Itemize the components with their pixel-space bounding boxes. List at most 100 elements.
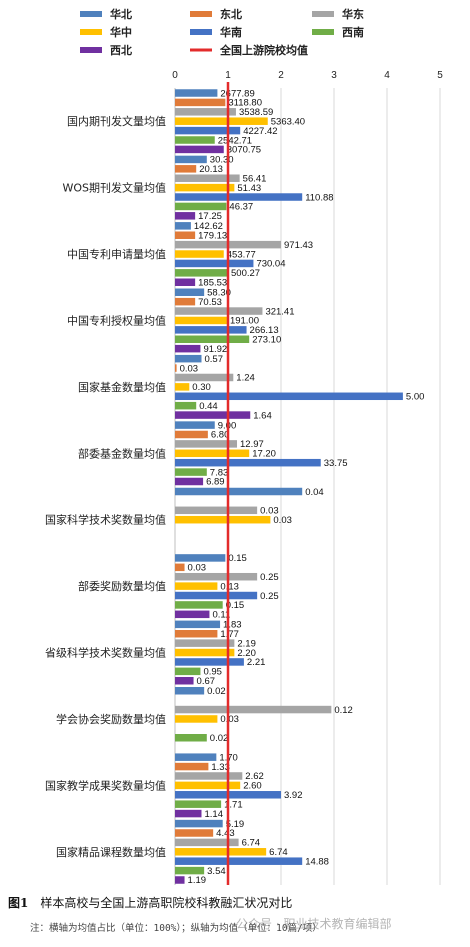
data-label: 91.92	[203, 344, 227, 355]
data-label: 0.03	[273, 515, 292, 526]
bar-西北	[175, 145, 224, 154]
data-label: 0.12	[334, 705, 353, 716]
bar-华中	[175, 117, 268, 125]
category-label: 学会协会奖励数量均值	[56, 712, 166, 726]
bar-西北	[175, 876, 185, 884]
bar-华南	[175, 458, 321, 467]
data-label: 1.71	[224, 799, 243, 810]
bar-东北	[175, 98, 226, 107]
x-tick-label: 5	[437, 70, 443, 81]
data-label: 0.03	[188, 563, 207, 574]
data-label: 5363.40	[271, 116, 305, 127]
x-tick-label: 0	[172, 70, 178, 81]
bar-华中	[175, 515, 271, 524]
bar-东北	[175, 629, 218, 638]
bar-华东	[175, 373, 234, 382]
category-label: 省级科学技术奖数量均值	[45, 646, 166, 660]
bar-西北	[175, 344, 201, 353]
bar-华中	[175, 848, 267, 856]
bar-华东	[175, 639, 235, 647]
legend-label-3: 华中	[110, 25, 132, 39]
data-label: 0.02	[210, 733, 229, 744]
bar-东北	[175, 231, 196, 239]
bar-华北	[175, 620, 221, 629]
data-label: 1.83	[223, 620, 242, 631]
data-label: 3.92	[284, 790, 303, 801]
data-label: 51.43	[237, 183, 261, 194]
x-tick-label: 4	[384, 70, 390, 81]
data-label: 20.13	[199, 164, 223, 175]
bar-华东	[175, 772, 243, 780]
bar-东北	[175, 297, 196, 306]
data-label: 33.75	[324, 458, 348, 469]
data-label: 2.20	[237, 648, 256, 659]
data-label: 453.77	[227, 249, 256, 260]
data-label: 110.88	[305, 192, 333, 203]
legend-swatch-2	[312, 11, 334, 17]
category-label: 国家科学技术奖数量均值	[45, 513, 166, 527]
data-label: 2.19	[237, 638, 256, 649]
bar-西北	[175, 610, 210, 619]
data-label: 0.30	[192, 382, 211, 393]
data-label: 2.21	[247, 657, 266, 668]
category-label: 中国专利申请量均值	[67, 247, 166, 261]
bar-华北	[175, 421, 215, 429]
bar-华中	[175, 582, 218, 590]
bar-华北	[175, 819, 223, 828]
data-label: 0.95	[203, 667, 222, 678]
bar-华东	[175, 108, 236, 116]
data-label: 0.57	[205, 354, 224, 365]
data-label: 0.13	[220, 581, 239, 592]
data-label: 17.25	[198, 211, 222, 222]
data-label: 0.15	[226, 600, 245, 611]
bar-华南	[175, 259, 254, 268]
figure-caption: 图1 样本高校与全国上游高职院校科教融汇状况对比	[8, 894, 468, 911]
x-tick-label: 3	[331, 70, 337, 81]
legend-swatch-1	[190, 11, 212, 17]
bar-东北	[175, 430, 208, 439]
data-label: 1.19	[188, 875, 207, 886]
data-label: 971.43	[284, 240, 313, 251]
legend-label-1: 东北	[220, 7, 242, 21]
bar-华南	[175, 326, 247, 334]
data-label: 273.10	[252, 335, 281, 346]
legend-swatch-3	[80, 29, 102, 35]
x-tick-label: 1	[225, 70, 231, 81]
category-label: 中国专利授权量均值	[67, 313, 166, 327]
data-label: 46.37	[229, 202, 253, 213]
data-label: 321.41	[265, 306, 294, 317]
data-label: 3118.80	[228, 98, 262, 109]
data-label: 2677.89	[220, 88, 254, 99]
bar-华中	[175, 781, 241, 790]
bar-西南	[175, 468, 207, 476]
bar-华北	[175, 687, 205, 695]
bar-华北	[175, 222, 191, 230]
data-label: 0.25	[260, 591, 279, 602]
bar-华东	[175, 572, 258, 581]
watermark: 公众号 · 职业技术教育编辑部	[236, 917, 392, 931]
bar-华南	[175, 193, 303, 201]
data-label: 0.11	[212, 610, 230, 621]
bar-东北	[175, 364, 177, 372]
data-label: 0.03	[220, 714, 239, 725]
data-label: 1.33	[211, 762, 230, 773]
bar-西北	[175, 477, 204, 486]
data-label: 1.64	[253, 410, 272, 421]
data-label: 14.88	[305, 856, 329, 867]
data-label: 58.30	[207, 288, 231, 299]
bar-华东	[175, 307, 263, 315]
bar-西北	[175, 411, 251, 419]
bar-西南	[175, 866, 205, 875]
bar-华中	[175, 648, 235, 657]
data-label: 0.04	[305, 487, 324, 498]
bar-西南	[175, 401, 197, 410]
data-label: 500.27	[231, 268, 260, 279]
bar-西南	[175, 335, 250, 344]
bar-华北	[175, 554, 226, 562]
legend-swatch-6	[80, 47, 102, 53]
data-label: 6.74	[269, 847, 288, 858]
bar-华北	[175, 89, 218, 97]
legend-label-6: 西北	[110, 43, 132, 57]
figure-number: 图1	[8, 896, 29, 910]
